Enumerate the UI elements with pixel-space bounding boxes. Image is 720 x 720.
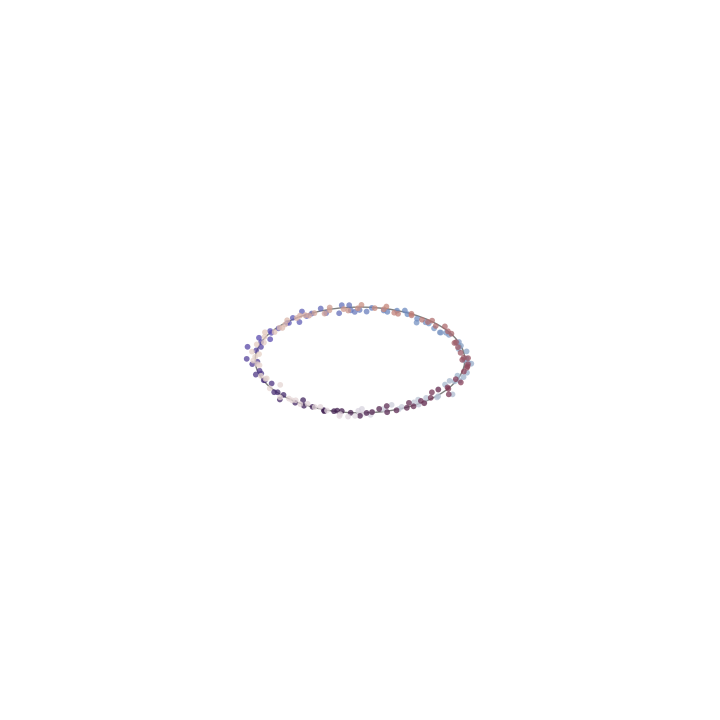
data-point <box>423 395 430 401</box>
data-point <box>393 407 400 414</box>
data-point <box>380 306 387 313</box>
data-point <box>292 397 299 404</box>
data-point <box>324 407 330 414</box>
data-point <box>321 310 328 317</box>
data-point <box>445 385 452 392</box>
data-point <box>421 400 428 407</box>
data-point <box>403 404 410 411</box>
data-point <box>252 371 259 378</box>
data-point <box>345 307 352 314</box>
data-point <box>266 385 273 392</box>
data-point <box>463 348 470 355</box>
data-point <box>410 403 417 410</box>
data-point <box>428 389 435 396</box>
data-point <box>256 334 262 341</box>
data-point <box>262 329 268 336</box>
data-point <box>326 307 333 314</box>
data-point <box>363 410 370 416</box>
data-point <box>274 389 281 396</box>
data-point <box>355 305 361 312</box>
data-point <box>257 372 264 379</box>
data-point <box>244 343 251 350</box>
data-point <box>376 405 383 412</box>
data-point <box>435 393 442 400</box>
data-point <box>452 376 459 383</box>
data-point <box>261 339 267 346</box>
data-point <box>408 310 415 317</box>
data-point <box>401 307 408 314</box>
data-point <box>358 301 365 308</box>
data-point <box>317 403 324 410</box>
data-point <box>465 355 471 362</box>
data-point <box>262 375 269 382</box>
data-point <box>451 340 458 346</box>
data-point <box>436 329 443 336</box>
data-point <box>441 323 448 330</box>
points-layer <box>243 301 475 420</box>
data-point <box>253 341 260 348</box>
data-point <box>391 309 398 316</box>
data-point <box>256 362 263 369</box>
data-point <box>311 404 318 410</box>
data-point <box>446 377 453 384</box>
data-point <box>457 379 464 386</box>
data-point <box>249 348 255 355</box>
data-point <box>243 355 250 362</box>
data-point <box>267 336 274 343</box>
data-point <box>427 394 434 401</box>
data-point <box>425 319 431 325</box>
data-point <box>276 324 283 331</box>
data-point <box>457 349 464 356</box>
data-point <box>336 310 343 317</box>
data-point <box>363 308 370 315</box>
data-point <box>304 400 311 407</box>
data-point <box>383 403 390 409</box>
data-point <box>445 391 452 398</box>
data-point <box>337 411 344 418</box>
data-point <box>311 310 318 316</box>
data-point <box>258 344 264 350</box>
data-point <box>277 381 284 388</box>
data-point <box>352 412 358 419</box>
data-point <box>369 409 375 415</box>
data-point <box>346 302 353 309</box>
data-point <box>465 361 471 368</box>
data-point <box>340 306 347 312</box>
data-point <box>358 405 365 412</box>
data-point <box>460 354 467 361</box>
data-point <box>419 316 425 323</box>
data-point <box>432 323 439 329</box>
data-point <box>268 380 275 387</box>
data-point <box>293 315 300 321</box>
data-point <box>317 305 324 312</box>
data-point <box>277 394 283 401</box>
data-point <box>357 412 363 419</box>
data-point <box>388 401 395 408</box>
data-point <box>250 357 257 364</box>
data-point <box>297 401 304 408</box>
data-point <box>455 344 461 351</box>
data-point <box>445 328 451 335</box>
data-point <box>460 374 467 380</box>
data-point <box>406 399 412 406</box>
data-point <box>271 329 278 335</box>
data-point <box>371 305 378 312</box>
data-point <box>302 312 309 319</box>
data-point <box>261 333 268 340</box>
data-point <box>414 315 421 322</box>
data-point <box>384 409 391 416</box>
data-point <box>345 413 351 420</box>
data-point <box>435 386 442 393</box>
